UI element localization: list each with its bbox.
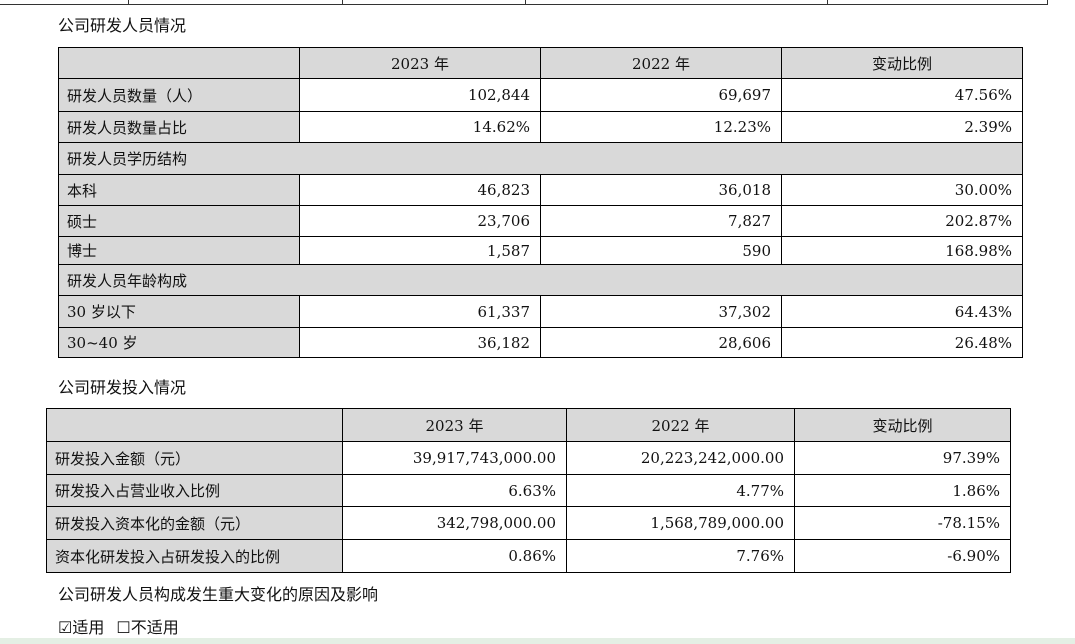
value-2023: 23,706 — [299, 205, 541, 237]
change-ratio: 97.39% — [794, 441, 1011, 475]
column-header — [46, 408, 343, 442]
subheader-label: 研发人员学历结构 — [58, 142, 1023, 175]
table-row: 研发人员数量（人） 102,844 69,697 47.56% — [58, 78, 1023, 112]
investment-section-title: 公司研发投入情况 — [58, 378, 187, 397]
table-row: 硕士 23,706 7,827 202.87% — [58, 205, 1023, 237]
value-2023: 36,182 — [299, 327, 541, 358]
change-ratio: 202.87% — [781, 205, 1023, 237]
value-2023: 14.62% — [299, 111, 541, 143]
value-2023: 39,917,743,000.00 — [342, 441, 567, 475]
table-row: 研发投入金额（元） 39,917,743,000.00 20,223,242,000… — [46, 441, 1011, 475]
column-header: 2023 年 — [342, 408, 567, 442]
change-ratio: 2.39% — [781, 111, 1023, 143]
applicability-options: ☑适用 ☐不适用 — [58, 618, 179, 638]
table-row: 资本化研发投入占研发投入的比例 0.86% 7.76% -6.90% — [46, 539, 1011, 573]
applicable-label: 适用 — [72, 618, 105, 637]
table-row: 30~40 岁 36,182 28,606 26.48% — [58, 327, 1023, 358]
value-2022: 20,223,242,000.00 — [566, 441, 795, 475]
investment-table: 2023 年 2022 年变动比例 研发投入金额（元） 39,917,743,000.… — [46, 408, 1011, 573]
change-ratio: 1.86% — [794, 474, 1011, 507]
row-label: 本科 — [58, 174, 300, 206]
table-row: 研发人员数量占比 14.62% 12.23% 2.39% — [58, 111, 1023, 143]
table-header-row: 2023 年 2022 年变动比例 — [46, 408, 1011, 442]
table-row: 本科 46,823 36,018 30.00% — [58, 174, 1023, 206]
value-2022: 36,018 — [540, 174, 782, 206]
column-header: 2023 年 — [299, 47, 541, 79]
value-2022: 69,697 — [540, 78, 782, 112]
top-table-border-remnant — [0, 0, 1048, 5]
row-label: 研发投入占营业收入比例 — [46, 474, 343, 507]
change-ratio: 168.98% — [781, 236, 1023, 265]
row-label: 研发投入金额（元） — [46, 441, 343, 475]
value-2023: 102,844 — [299, 78, 541, 112]
section-subheader-row: 研发人员年龄构成 — [58, 264, 1023, 296]
table-header-row: 2023 年 2022 年变动比例 — [58, 47, 1023, 79]
applicable-checkbox-checked[interactable]: ☑ — [58, 618, 73, 637]
column-header: 2022 年 — [566, 408, 795, 442]
row-label: 研发人员数量（人） — [58, 78, 300, 112]
value-2023: 46,823 — [299, 174, 541, 206]
bottom-strip — [0, 638, 1075, 644]
value-2023: 0.86% — [342, 539, 567, 573]
value-2022: 28,606 — [540, 327, 782, 358]
value-2022: 37,302 — [540, 295, 782, 328]
row-label: 研发投入资本化的金额（元） — [46, 506, 343, 540]
personnel-table: 2023 年 2022 年变动比例 研发人员数量（人） 102,844 69,697 47… — [58, 47, 1023, 358]
not-applicable-label: 不适用 — [130, 618, 179, 637]
section-subheader-row: 研发人员学历结构 — [58, 142, 1023, 175]
value-2022: 12.23% — [540, 111, 782, 143]
change-ratio: 47.56% — [781, 78, 1023, 112]
row-label: 30~40 岁 — [58, 327, 300, 358]
row-label: 30 岁以下 — [58, 295, 300, 328]
column-header: 2022 年 — [540, 47, 782, 79]
value-2022: 7,827 — [540, 205, 782, 237]
change-reason-title: 公司研发人员构成发生重大变化的原因及影响 — [58, 585, 379, 604]
table-row: 30 岁以下 61,337 37,302 64.43% — [58, 295, 1023, 328]
table-row: 研发投入占营业收入比例 6.63% 4.77% 1.86% — [46, 474, 1011, 507]
value-2022: 1,568,789,000.00 — [566, 506, 795, 540]
value-2022: 590 — [540, 236, 782, 265]
value-2023: 6.63% — [342, 474, 567, 507]
value-2023: 1,587 — [299, 236, 541, 265]
row-label: 研发人员数量占比 — [58, 111, 300, 143]
row-label: 博士 — [58, 236, 300, 265]
not-applicable-checkbox[interactable]: ☐ — [116, 618, 131, 637]
table-row: 研发投入资本化的金额（元） 342,798,000.00 1,568,789,000… — [46, 506, 1011, 540]
column-header: 变动比例 — [794, 408, 1011, 442]
change-ratio: 26.48% — [781, 327, 1023, 358]
row-label: 资本化研发投入占研发投入的比例 — [46, 539, 343, 573]
change-ratio: -78.15% — [794, 506, 1011, 540]
change-ratio: 64.43% — [781, 295, 1023, 328]
change-ratio: 30.00% — [781, 174, 1023, 206]
column-header: 变动比例 — [781, 47, 1023, 79]
value-2022: 4.77% — [566, 474, 795, 507]
change-ratio: -6.90% — [794, 539, 1011, 573]
value-2023: 342,798,000.00 — [342, 506, 567, 540]
row-label: 硕士 — [58, 205, 300, 237]
value-2023: 61,337 — [299, 295, 541, 328]
table-row: 博士 1,587 590 168.98% — [58, 236, 1023, 265]
personnel-section-title: 公司研发人员情况 — [58, 16, 187, 35]
value-2022: 7.76% — [566, 539, 795, 573]
column-header — [58, 47, 300, 79]
subheader-label: 研发人员年龄构成 — [58, 264, 1023, 296]
